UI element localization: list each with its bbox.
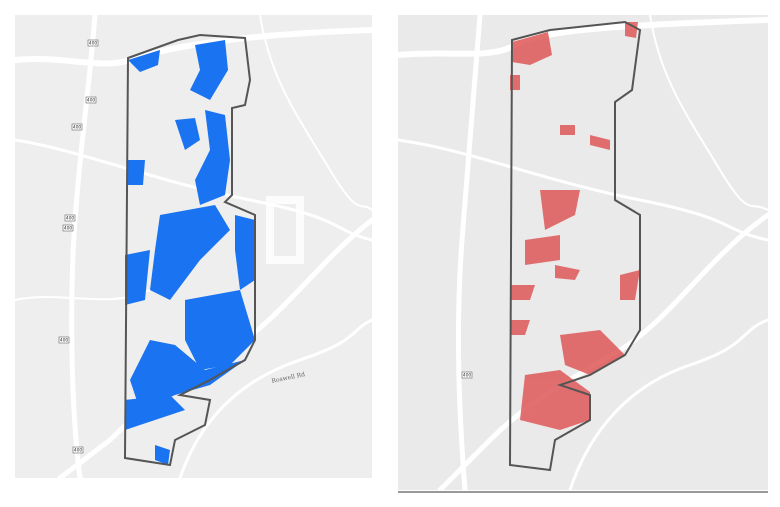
left-map: 400 400 400 400 400 400 400 Roswell Rd bbox=[12, 12, 375, 481]
shield-label: 400 bbox=[463, 373, 472, 379]
shield-label: 400 bbox=[74, 448, 83, 454]
shield-label: 400 bbox=[66, 216, 75, 222]
district-boundary bbox=[123, 33, 256, 467]
highway-shields: 400 400 400 400 400 400 400 bbox=[58, 39, 99, 454]
right-map: 400 bbox=[395, 12, 771, 493]
shield-label: 400 bbox=[89, 41, 98, 47]
shield-label: 400 bbox=[60, 338, 69, 344]
shield-label: 400 bbox=[87, 98, 96, 104]
shield-label: 400 bbox=[73, 125, 82, 131]
shield-label: 400 bbox=[64, 226, 73, 232]
highway-shield: 400 bbox=[461, 371, 473, 379]
coverage-areas bbox=[125, 40, 255, 465]
district-boundary bbox=[508, 20, 642, 472]
